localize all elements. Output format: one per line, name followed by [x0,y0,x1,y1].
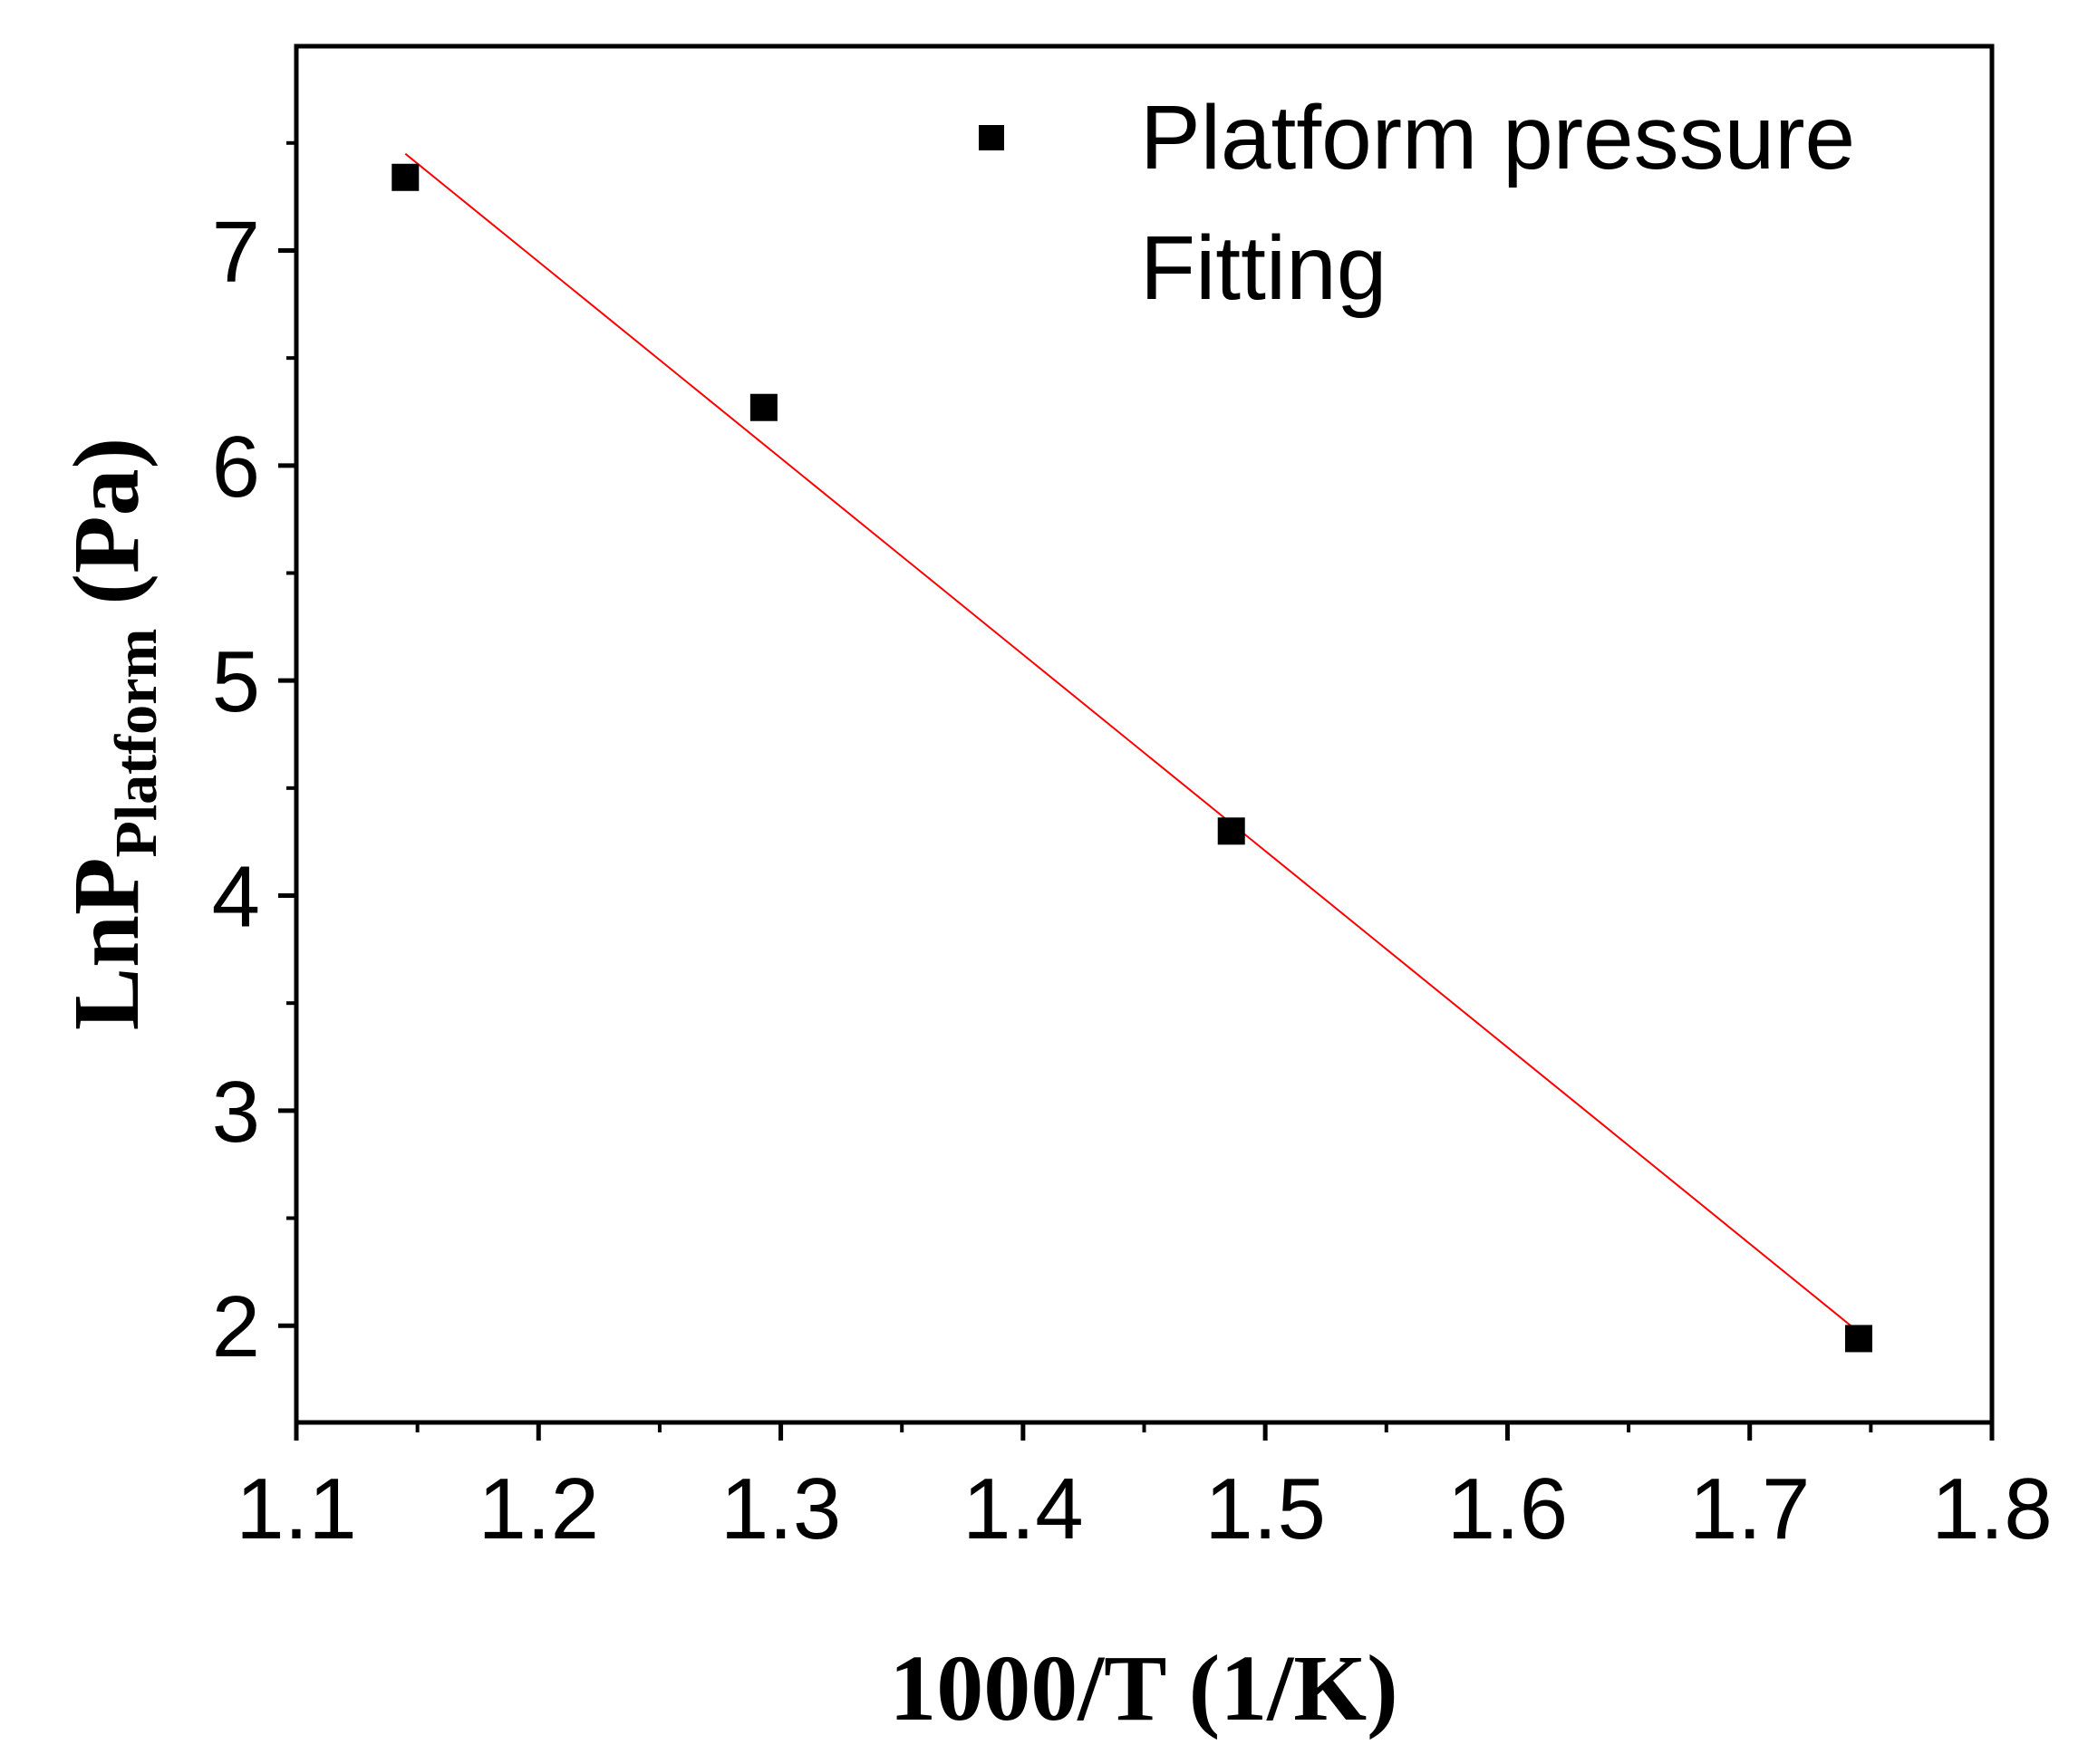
series-layer [392,152,1872,1353]
x-tick-label: 1.8 [1931,1460,2052,1557]
y-tick-label: 4 [212,849,260,946]
legend-label: Fitting [1140,217,1387,319]
data-point [1844,1325,1872,1353]
y-axis-ticks: 2 3 4 5 6 7 [212,140,296,1375]
y-axis-title-unit: (Pa) [54,438,159,629]
legend-label: Platform pressure [1140,87,1855,188]
x-tick-label: 1.4 [962,1460,1083,1557]
x-tick-label: 1.2 [478,1460,599,1557]
y-tick-label: 3 [212,1064,260,1161]
data-point [749,393,778,421]
x-tick-label: 1.3 [720,1460,841,1557]
x-axis-title: 1000/T (1/K) [889,1636,1397,1740]
y-tick-label: 6 [212,419,260,516]
fitting-line [404,152,1860,1334]
data-point [1217,817,1245,845]
y-tick-label: 7 [212,203,260,300]
x-tick-label: 1.6 [1447,1460,1568,1557]
x-tick-label: 1.7 [1689,1460,1810,1557]
y-axis-title-main: LnP [54,857,159,1030]
y-axis-title: LnPPlatform (Pa) [54,438,169,1030]
legend: Platform pressure Fitting [979,87,1855,319]
data-point [392,163,420,191]
y-tick-label: 5 [212,633,260,730]
y-tick-label: 2 [212,1278,260,1375]
x-axis-ticks: 1.1 1.2 1.3 1.4 1.5 1.6 1.7 1.8 [236,1422,2053,1557]
y-axis-title-sub: Platform [103,629,169,858]
legend-marker-square [979,125,1004,150]
x-tick-label: 1.1 [236,1460,356,1557]
x-tick-label: 1.5 [1204,1460,1325,1557]
